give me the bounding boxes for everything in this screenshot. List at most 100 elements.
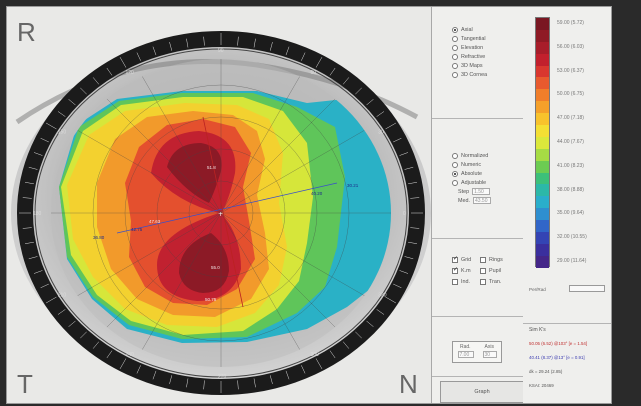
checkbox-icon[interactable]	[480, 268, 486, 274]
radio-icon[interactable]	[452, 153, 458, 159]
color-scale-swatch	[536, 101, 549, 113]
map-value-right2: 30.21	[347, 183, 359, 188]
color-scale-swatch	[536, 184, 549, 196]
map-value-red-top: 51.8	[207, 165, 216, 170]
scale-type-panel: Normalized Numeric Absolute Adjustable Step…	[432, 119, 524, 239]
map-type-option-tangential[interactable]: Tangential	[432, 34, 524, 43]
overlay-option-rings[interactable]: Rings	[480, 255, 520, 264]
map-value-left1: 42.75	[131, 227, 143, 232]
ring-tick-label: 30	[378, 130, 384, 136]
color-scale-label: 47.00 (7.18)	[557, 115, 584, 121]
overlay-option-label: Pupil	[489, 268, 501, 274]
ring-tick-label: 300	[311, 352, 320, 358]
map-value-right1: 40.20	[311, 191, 323, 196]
checkbox-icon[interactable]	[452, 257, 458, 263]
color-scale-label: 59.00 (5.72)	[557, 20, 584, 26]
color-scale-swatch	[536, 161, 549, 173]
color-scale-swatch	[536, 232, 549, 244]
overlay-option-grid[interactable]: Grid	[452, 255, 480, 264]
color-scale-swatch	[536, 113, 549, 125]
color-scale-label: 56.00 (6.03)	[557, 44, 584, 50]
med-input[interactable]: 43.50	[473, 197, 491, 204]
color-scale-label: 41.00 (8.23)	[557, 163, 584, 169]
scale-type-option-normalized[interactable]: Normalized	[432, 151, 524, 160]
map-type-option-axial[interactable]: Axial	[432, 25, 524, 34]
overlay-option-label: Tran.	[489, 279, 501, 285]
overlay-option-tran-[interactable]: Tran.	[480, 277, 520, 286]
radio-icon[interactable]	[452, 180, 458, 186]
radio-icon[interactable]	[452, 63, 458, 69]
overlay-option-pupil[interactable]: Pupil	[480, 266, 520, 275]
map-type-option-elevation[interactable]: Elevation	[432, 43, 524, 52]
checkbox-icon[interactable]	[452, 279, 458, 285]
map-type-option-3d-cornea[interactable]: 3D Cornea	[432, 70, 524, 79]
radio-icon[interactable]	[452, 27, 458, 33]
per-rad-label: Per/Rad	[529, 287, 546, 292]
map-value-left2: 36.80	[93, 235, 105, 240]
radio-icon[interactable]	[452, 54, 458, 60]
checkbox-icon[interactable]	[452, 268, 458, 274]
ring-tick-label: 90	[218, 48, 224, 54]
map-type-panel: Axial Tangential Elevation Refractive 3D Map…	[432, 7, 524, 119]
ring-tick-label: 270	[218, 374, 227, 380]
map-type-option-label: Refractive	[461, 54, 485, 60]
overlay-option-label: Ind.	[461, 279, 470, 285]
color-scale-swatch	[536, 244, 549, 256]
topography-screen: 0 30 60 90 120 150 180 210 240 270 300 330	[6, 6, 612, 404]
map-type-option-label: Tangential	[461, 36, 486, 42]
overlay-option-k-m[interactable]: K.m	[452, 266, 480, 275]
color-scale-swatch	[536, 125, 549, 137]
color-scale-label: 35.00 (9.64)	[557, 210, 584, 216]
ksai-value: KSAI: 20469	[529, 383, 554, 388]
color-scale-label: 32.00 (10.55)	[557, 234, 587, 240]
scale-type-option-label: Absolute	[461, 171, 482, 177]
radio-icon[interactable]	[452, 45, 458, 51]
color-scale-swatch	[536, 173, 549, 185]
scale-type-option-label: Numeric	[461, 162, 481, 168]
scale-type-option-absolute[interactable]: Absolute	[432, 169, 524, 178]
ring-tick-label: 240	[126, 352, 135, 358]
radio-icon[interactable]	[452, 72, 458, 78]
rad-input[interactable]: 7.00	[458, 351, 474, 358]
map-value-red-bottom: 55.0	[211, 265, 220, 270]
ring-tick-label: 60	[311, 70, 317, 76]
color-scale-label: 44.00 (7.67)	[557, 139, 584, 145]
color-scale-swatch	[536, 42, 549, 54]
color-scale-swatch	[536, 208, 549, 220]
radio-icon[interactable]	[452, 36, 458, 42]
axis-input[interactable]: 30	[483, 351, 497, 358]
color-scale-swatch	[536, 149, 549, 161]
overlay-option-label: K.m	[461, 268, 471, 274]
color-scale-label: 53.00 (6.37)	[557, 68, 584, 74]
graph-button[interactable]: Graph	[440, 381, 524, 403]
scale-type-option-label: Adjustable	[461, 180, 486, 186]
rad-axis-box: Rad. Axis 7.00 30	[452, 341, 502, 363]
color-scale-swatch	[536, 18, 549, 30]
ring-tick-label: 0	[403, 211, 406, 217]
scale-type-option-numeric[interactable]: Numeric	[432, 160, 524, 169]
color-scale-swatch	[536, 256, 549, 268]
map-type-option-refractive[interactable]: Refractive	[432, 52, 524, 61]
per-rad-field[interactable]	[569, 285, 605, 292]
ring-tick-label: 180	[33, 211, 42, 217]
radio-icon[interactable]	[452, 162, 458, 168]
map-type-option-3d-maps[interactable]: 3D Maps	[432, 61, 524, 70]
map-type-option-label: Axial	[461, 27, 473, 33]
color-scale-bar	[535, 17, 550, 267]
checkbox-icon[interactable]	[480, 279, 486, 285]
step-input[interactable]: 1.50	[472, 188, 490, 195]
sim-k2: 40.41 (8.37) @13° [e = 0.91]	[529, 355, 585, 360]
right-eye-indicator: R	[17, 17, 36, 48]
step-label: Step	[458, 189, 469, 195]
map-center-mark: +	[218, 211, 223, 218]
overlay-option-ind-[interactable]: Ind.	[452, 277, 480, 286]
color-scale-swatch	[536, 66, 549, 78]
sim-k1: 50.05 (6.52) @103° [e = 1.54]	[529, 341, 587, 346]
med-row: Med. 43.50	[432, 196, 524, 205]
checkbox-icon[interactable]	[480, 257, 486, 263]
ring-tick-label: 330	[378, 293, 387, 299]
scale-type-option-label: Normalized	[461, 153, 488, 159]
radio-icon[interactable]	[452, 171, 458, 177]
scale-type-option-adjustable[interactable]: Adjustable	[432, 178, 524, 187]
color-scale-swatch	[536, 54, 549, 66]
